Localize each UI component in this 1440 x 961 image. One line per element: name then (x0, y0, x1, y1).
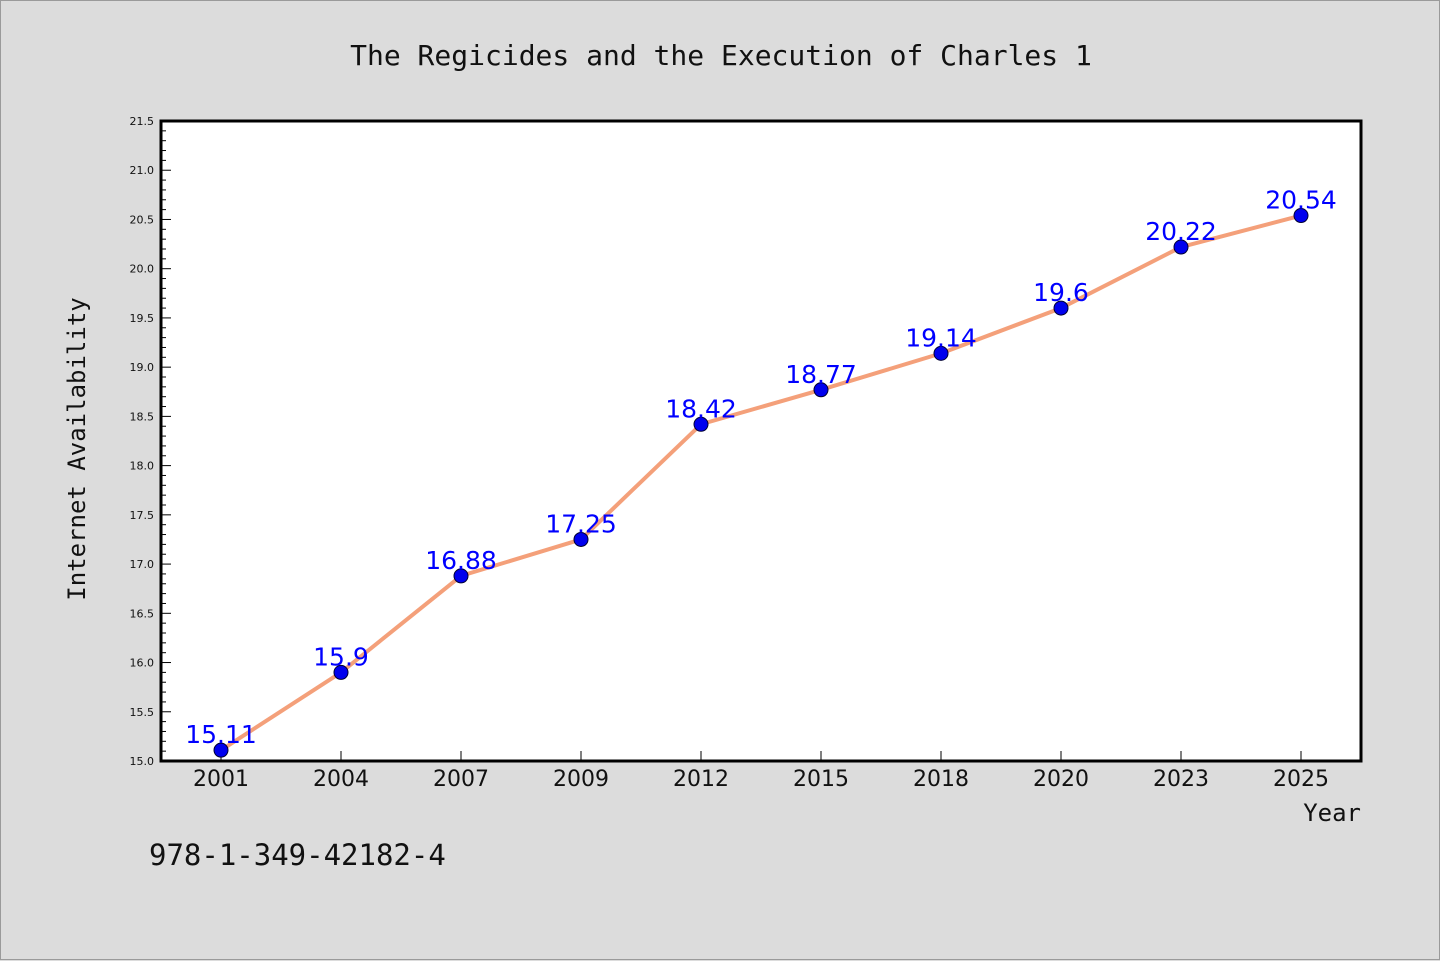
x-tick-label: 2015 (793, 767, 849, 792)
x-tick-label: 2023 (1153, 767, 1209, 792)
y-tick-label: 15.0 (130, 755, 155, 768)
data-label: 20.22 (1145, 217, 1217, 246)
series-line (219, 213, 1303, 753)
data-point (213, 742, 229, 758)
data-label: 19.14 (905, 323, 977, 352)
data-point (813, 382, 829, 398)
y-tick-label: 15.5 (130, 706, 155, 719)
data-label: 18.42 (665, 394, 737, 423)
data-point (333, 664, 349, 680)
data-point (573, 531, 589, 547)
data-label: 15.9 (313, 642, 369, 671)
x-tick-label: 2012 (673, 767, 729, 792)
y-tick-label: 19.5 (130, 312, 155, 325)
data-point (693, 416, 709, 432)
y-tick-label: 20.5 (130, 213, 155, 226)
x-tick-label: 2004 (313, 767, 369, 792)
chart-title: The Regicides and the Execution of Charl… (350, 39, 1092, 72)
data-label: 17.25 (545, 509, 617, 538)
y-tick-label: 19.0 (130, 361, 155, 374)
data-point (933, 345, 949, 361)
x-axis-ticks: 2001 2004 2007 2009 2012 2015 2018 2020 2023 2025 (193, 751, 1329, 792)
y-tick-label: 16.0 (130, 657, 155, 670)
x-tick-label: 2018 (913, 767, 969, 792)
y-axis-ticks: 15.0 15.5 16.0 16.5 17.0 17.5 18.0 18.5 19.0 19.5… (130, 115, 171, 768)
y-tick-label: 17.0 (130, 558, 155, 571)
y-tick-label: 16.5 (130, 607, 155, 620)
x-tick-label: 2025 (1273, 767, 1329, 792)
isbn-annotation: 978-1-349-42182-4 (149, 838, 446, 872)
data-point (1053, 300, 1069, 316)
y-tick-label: 17.5 (130, 509, 155, 522)
y-tick-label: 18.0 (130, 460, 155, 473)
x-axis-label: Year (1303, 799, 1361, 827)
data-label: 15.11 (185, 720, 257, 749)
data-label: 18.77 (785, 360, 857, 389)
data-point (1173, 239, 1189, 255)
series-group: 15.11 15.9 16.88 17.25 18.42 18.77 19.14 19.6 20… (185, 186, 1337, 758)
x-tick-label: 2020 (1033, 767, 1089, 792)
data-label: 16.88 (425, 546, 497, 575)
y-axis-label: Internet Availability (63, 297, 91, 600)
data-label: 19.6 (1033, 278, 1089, 307)
x-tick-label: 2009 (553, 767, 609, 792)
data-label: 20.54 (1265, 186, 1337, 215)
data-point (453, 568, 469, 584)
y-tick-label: 20.0 (130, 263, 155, 276)
data-point (1293, 208, 1309, 224)
y-tick-label: 18.5 (130, 410, 155, 423)
x-tick-label: 2001 (193, 767, 249, 792)
y-tick-label: 21.0 (130, 164, 155, 177)
x-tick-label: 2007 (433, 767, 489, 792)
y-tick-label: 21.5 (130, 115, 155, 128)
